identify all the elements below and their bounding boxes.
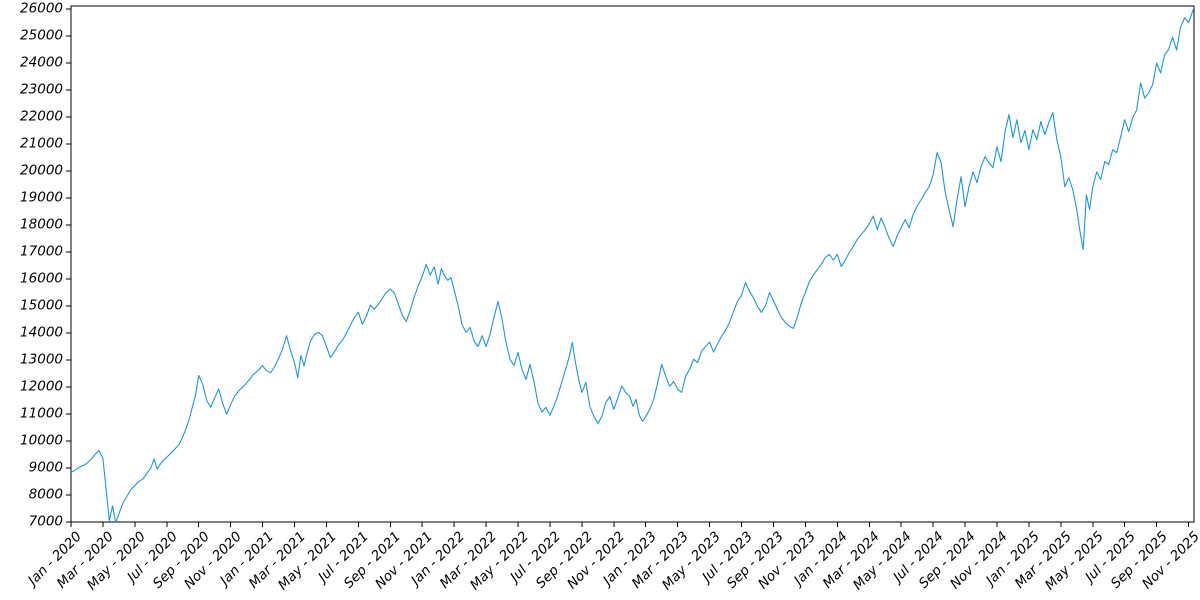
y-tick-label: 8000 — [28, 486, 63, 503]
y-tick-label: 12000 — [20, 378, 63, 395]
y-tick-label: 23000 — [20, 81, 63, 98]
x-axis-ticks — [70, 522, 1190, 527]
axes-spines — [70, 5, 1195, 523]
y-tick-label: 22000 — [20, 108, 63, 125]
y-tick-label: 17000 — [20, 243, 63, 260]
y-tick-label: 24000 — [20, 54, 63, 71]
y-tick-label: 25000 — [20, 27, 63, 44]
y-tick-label: 13000 — [20, 351, 63, 368]
index-line-series — [71, 7, 1194, 522]
y-tick-label: 19000 — [20, 189, 63, 206]
y-tick-label: 20000 — [20, 162, 63, 179]
y-tick-label: 21000 — [20, 135, 63, 152]
y-tick-label: 11000 — [20, 405, 63, 422]
y-tick-label: 10000 — [20, 432, 63, 449]
y-axis-ticks — [66, 8, 71, 523]
y-tick-label: 15000 — [20, 297, 63, 314]
plot-border — [70, 5, 1195, 523]
y-tick-label: 7000 — [28, 513, 63, 530]
y-tick-label: 16000 — [20, 270, 63, 287]
y-tick-label: 9000 — [28, 459, 63, 476]
y-tick-label: 18000 — [20, 216, 63, 233]
y-tick-label: 14000 — [20, 324, 63, 341]
y-tick-label: 26000 — [20, 0, 63, 17]
